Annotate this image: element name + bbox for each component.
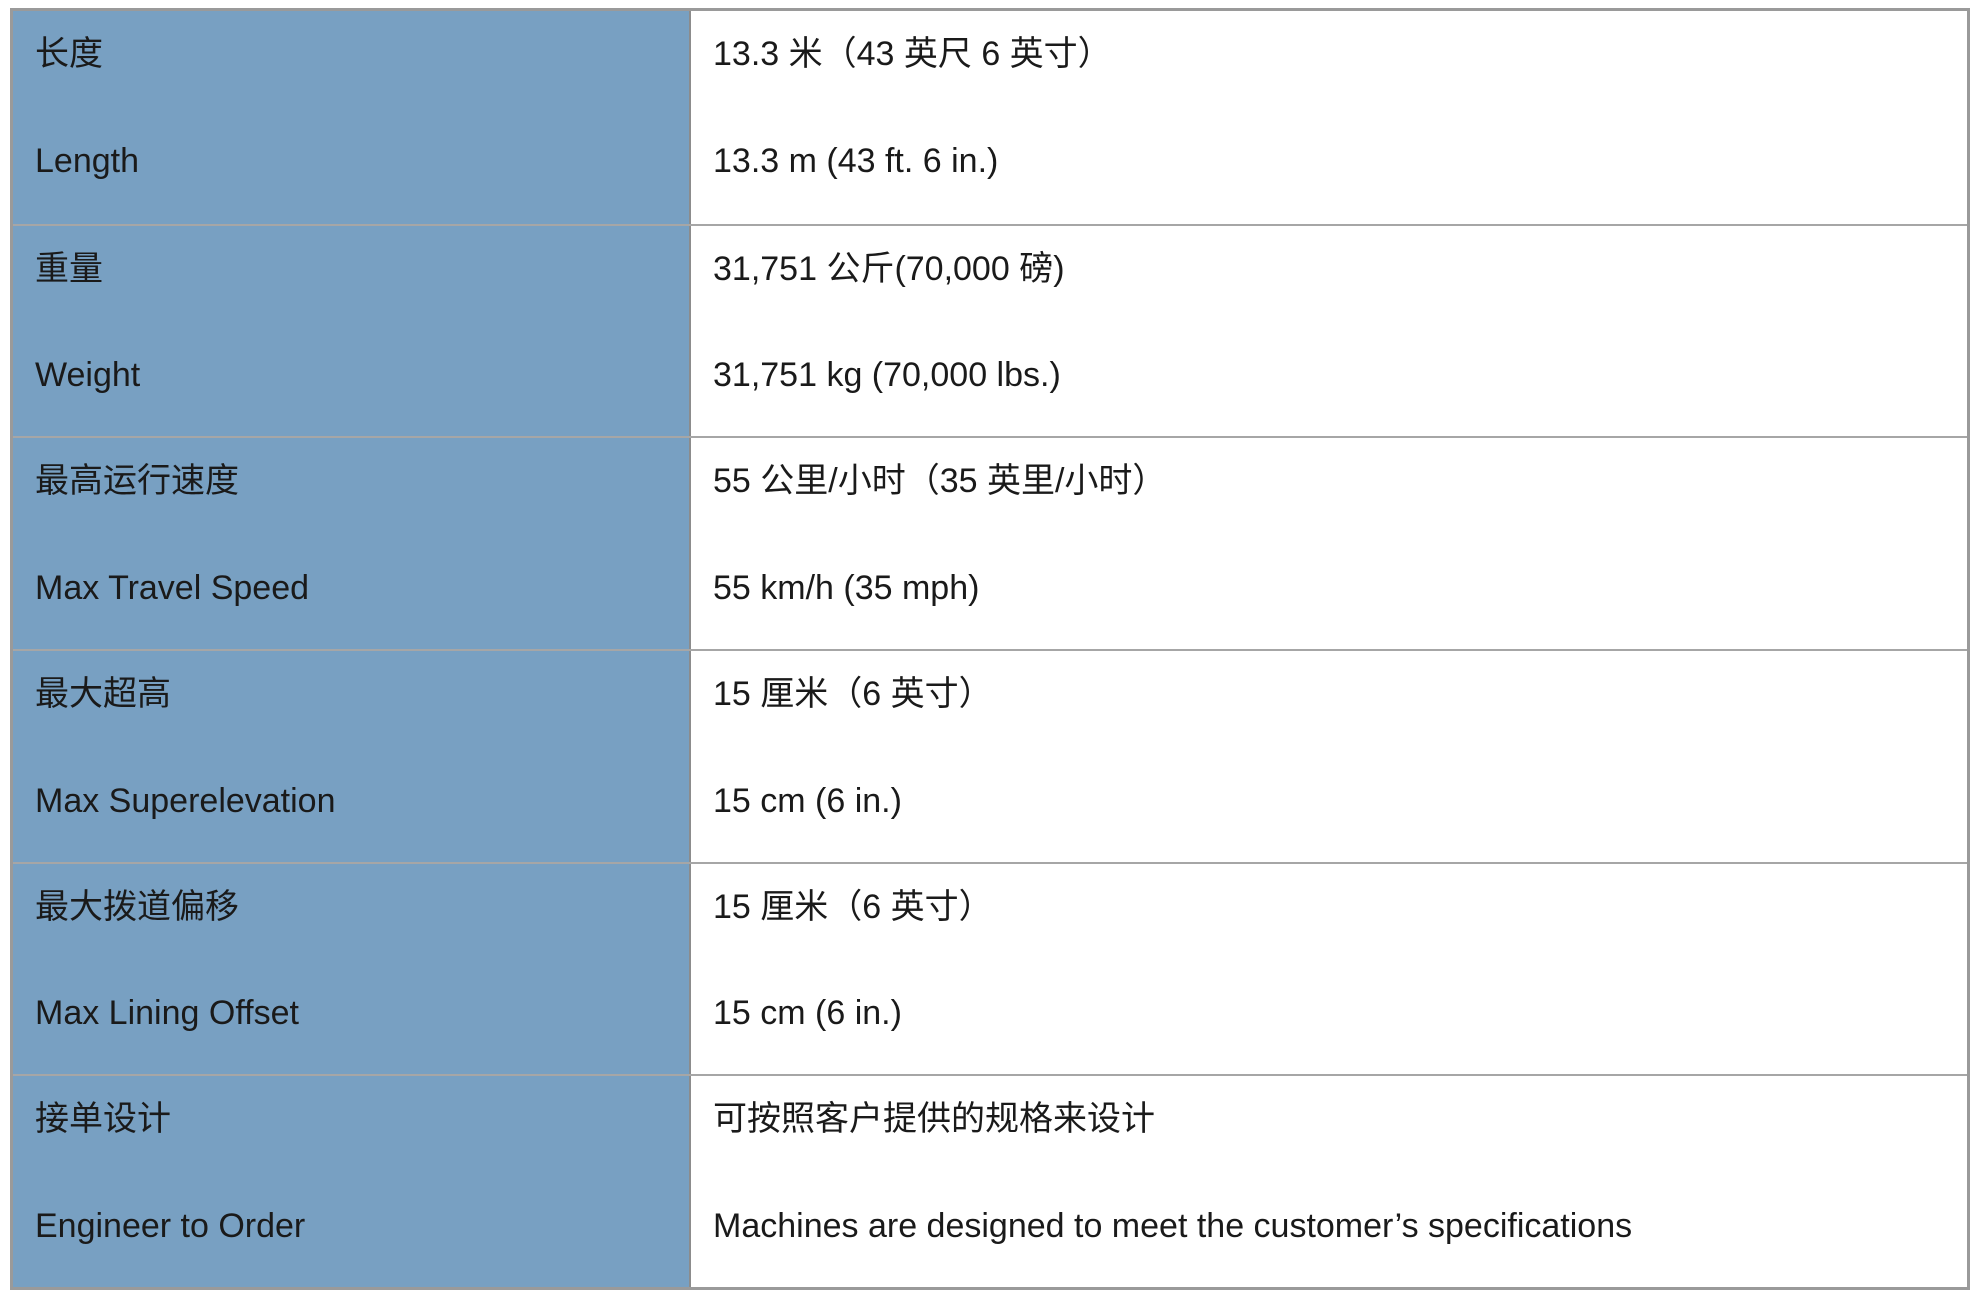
spec-label-cell: 最大超高 Max Superelevation bbox=[13, 651, 691, 862]
spec-label-zh: 接单设计 bbox=[35, 1100, 171, 1139]
table-row-max-lining-offset: 最大拨道偏移 Max Lining Offset 15 厘米（6 英寸） 15 … bbox=[13, 861, 1967, 1075]
spec-value-en: Machines are designed to meet the custom… bbox=[713, 1206, 1633, 1245]
table-row-length: 长度 Length 13.3 米（43 英尺 6 英寸） 13.3 m (43 … bbox=[13, 11, 1967, 224]
spec-value-zh: 15 厘米（6 英寸） bbox=[713, 675, 993, 713]
spec-value-en: 15 cm (6 in.) bbox=[713, 781, 902, 820]
spec-label-cell: 最大拨道偏移 Max Lining Offset bbox=[13, 863, 691, 1075]
spec-value-cell: 15 厘米（6 英寸） 15 cm (6 in.) bbox=[691, 863, 1967, 1075]
spec-value-cell: 可按照客户提供的规格来设计 Machines are designed to m… bbox=[691, 1076, 1967, 1287]
spec-value-zh: 55 公里/小时（35 英里/小时） bbox=[713, 462, 1167, 501]
spec-label-zh: 重量 bbox=[35, 249, 103, 288]
spec-label-zh: 最大超高 bbox=[35, 675, 171, 713]
spec-label-en: Length bbox=[35, 141, 139, 180]
spec-label-en: Max Lining Offset bbox=[35, 994, 299, 1033]
spec-label-zh: 长度 bbox=[35, 35, 103, 73]
spec-value-zh: 31,751 公斤(70,000 磅) bbox=[713, 249, 1065, 288]
table-row-max-superelevation: 最大超高 Max Superelevation 15 厘米（6 英寸） 15 c… bbox=[13, 649, 1967, 862]
spec-label-cell: 重量 Weight bbox=[13, 225, 691, 437]
spec-value-cell: 15 厘米（6 英寸） 15 cm (6 in.) bbox=[691, 651, 1967, 862]
spec-value-en: 31,751 kg (70,000 lbs.) bbox=[713, 356, 1061, 395]
spec-label-en: Engineer to Order bbox=[35, 1206, 306, 1245]
spec-label-zh: 最高运行速度 bbox=[35, 462, 239, 501]
spec-label-cell: 最高运行速度 Max Travel Speed bbox=[13, 438, 691, 649]
table-row-weight: 重量 Weight 31,751 公斤(70,000 磅) 31,751 kg … bbox=[13, 223, 1967, 437]
spec-label-en: Max Travel Speed bbox=[35, 568, 310, 607]
spec-label-cell: 接单设计 Engineer to Order bbox=[13, 1076, 691, 1287]
specifications-table: 长度 Length 13.3 米（43 英尺 6 英寸） 13.3 m (43 … bbox=[10, 8, 1970, 1290]
spec-value-zh: 13.3 米（43 英尺 6 英寸） bbox=[713, 35, 1112, 73]
spec-value-zh: 可按照客户提供的规格来设计 bbox=[713, 1100, 1155, 1139]
spec-label-cell: 长度 Length bbox=[13, 11, 691, 224]
spec-label-zh: 最大拨道偏移 bbox=[35, 887, 239, 926]
spec-value-en: 13.3 m (43 ft. 6 in.) bbox=[713, 141, 999, 180]
spec-value-cell: 55 公里/小时（35 英里/小时） 55 km/h (35 mph) bbox=[691, 438, 1967, 649]
table-row-engineer-to-order: 接单设计 Engineer to Order 可按照客户提供的规格来设计 Mac… bbox=[13, 1074, 1967, 1287]
table-row-max-travel-speed: 最高运行速度 Max Travel Speed 55 公里/小时（35 英里/小… bbox=[13, 436, 1967, 649]
spec-value-zh: 15 厘米（6 英寸） bbox=[713, 887, 993, 926]
spec-value-en: 15 cm (6 in.) bbox=[713, 994, 902, 1033]
spec-value-cell: 31,751 公斤(70,000 磅) 31,751 kg (70,000 lb… bbox=[691, 225, 1967, 437]
spec-value-cell: 13.3 米（43 英尺 6 英寸） 13.3 m (43 ft. 6 in.) bbox=[691, 11, 1967, 224]
spec-label-en: Weight bbox=[35, 356, 141, 395]
spec-value-en: 55 km/h (35 mph) bbox=[713, 568, 980, 607]
spec-label-en: Max Superelevation bbox=[35, 781, 336, 820]
